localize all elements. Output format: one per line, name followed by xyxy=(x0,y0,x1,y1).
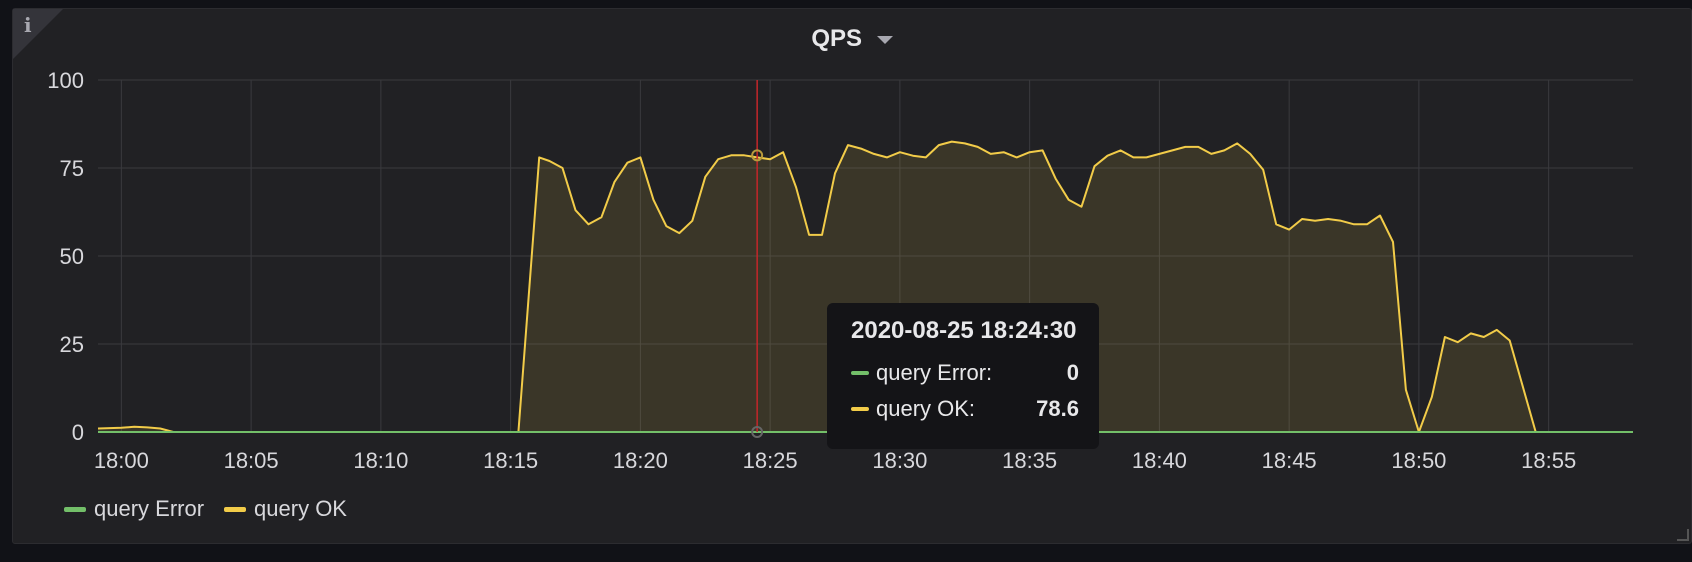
legend: query Error query OK xyxy=(64,496,347,522)
legend-item-ok[interactable]: query OK xyxy=(224,496,347,522)
hover-point-ok xyxy=(751,149,764,162)
resize-handle[interactable] xyxy=(1677,529,1689,541)
x-tick-label: 18:10 xyxy=(353,448,408,473)
legend-label[interactable]: query Error xyxy=(94,496,205,521)
y-axis: 0 25 50 75 100 xyxy=(47,68,84,445)
info-icon[interactable]: i xyxy=(24,13,32,37)
tooltip-label: query Error: xyxy=(876,360,993,385)
tooltip-value: 0 xyxy=(1066,360,1079,385)
legend-label[interactable]: query OK xyxy=(254,496,347,521)
tooltip-value: 78.6 xyxy=(1036,396,1079,421)
y-tick-label: 75 xyxy=(60,156,84,181)
series-line-query-ok xyxy=(97,140,1633,433)
tooltip-row-ok: query OK: 78.6 xyxy=(851,391,1079,427)
chevron-down-icon[interactable] xyxy=(876,35,893,44)
crosshair-layer xyxy=(751,80,764,438)
tooltip-time: 2020-08-25 18:24:30 xyxy=(851,317,1077,344)
y-tick-label: 0 xyxy=(72,420,84,445)
x-tick-label: 18:35 xyxy=(1002,448,1057,473)
y-tick-label: 50 xyxy=(60,244,84,269)
tooltip: 2020-08-25 18:24:30 query Error: 0 query… xyxy=(827,303,1099,449)
tooltip-swatch-error xyxy=(851,371,869,375)
x-tick-label: 18:25 xyxy=(743,448,798,473)
y-tick-label: 25 xyxy=(60,332,84,357)
tooltip-row-error: query Error: 0 xyxy=(851,355,1079,391)
panel-info-corner[interactable] xyxy=(13,9,63,59)
x-tick-label: 18:55 xyxy=(1521,448,1576,473)
panel-title[interactable]: QPS xyxy=(13,25,1691,53)
hover-point-error xyxy=(751,426,764,438)
x-tick-label: 18:45 xyxy=(1262,448,1317,473)
tooltip-label: query OK: xyxy=(876,396,976,421)
x-tick-label: 18:20 xyxy=(613,448,668,473)
x-tick-label: 18:40 xyxy=(1132,448,1187,473)
y-tick-label: 100 xyxy=(47,68,84,93)
graph-panel: i QPS xyxy=(12,8,1692,544)
x-tick-label: 18:00 xyxy=(94,448,149,473)
legend-swatch-ok xyxy=(224,506,247,512)
legend-swatch-error xyxy=(64,506,86,512)
x-tick-label: 18:30 xyxy=(872,448,927,473)
x-tick-label: 18:50 xyxy=(1391,448,1446,473)
series-area-query-ok xyxy=(98,141,1633,432)
panel-title-text[interactable]: QPS xyxy=(811,25,862,52)
tooltip-swatch-ok xyxy=(851,407,869,411)
x-tick-label: 18:15 xyxy=(483,448,538,473)
x-axis: 18:00 18:05 18:10 18:15 18:20 18:25 18:30 18:35… xyxy=(94,448,1576,473)
x-tick-label: 18:05 xyxy=(224,448,279,473)
legend-item-error[interactable]: query Error xyxy=(64,496,204,522)
